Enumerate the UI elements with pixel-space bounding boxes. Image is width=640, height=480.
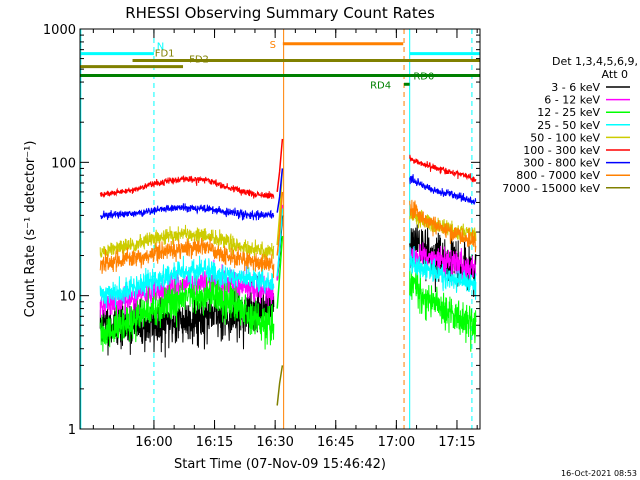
x-tick-label-2: 16:30 [256, 435, 293, 450]
flag-label-s: S [270, 40, 276, 51]
series-post-line-5 [409, 154, 477, 183]
series-spike-line-7 [276, 191, 284, 256]
series-spike-line-5 [276, 138, 284, 192]
legend-title-line-1: Det 1,3,4,5,6,9, [552, 55, 638, 68]
flag-label-n: N [157, 42, 164, 53]
series-7000-15000-kev [276, 365, 284, 406]
x-tick-label-1: 16:15 [196, 435, 233, 450]
legend-label-2: 12 - 25 keV [537, 106, 600, 119]
series-12-25-kev [99, 235, 477, 352]
axes: 1 10 100 1000 16:00 16:15 16:30 16:45 17:00 17:15 [43, 23, 480, 450]
series-pre-line-3 [99, 255, 275, 309]
series-pre-line-2 [99, 270, 275, 352]
y-tick-label-3: 1000 [43, 23, 76, 38]
legend-label-5: 100 - 300 keV [523, 144, 600, 157]
legend-label-3: 25 - 50 keV [537, 119, 600, 132]
series-post-line-2 [409, 266, 477, 352]
footer-date: 16-Oct-2021 08:53 [561, 469, 637, 478]
series-post-line-6 [409, 174, 477, 205]
series-pre-line-1 [99, 259, 275, 323]
x-tick-label-4: 17:00 [378, 435, 415, 450]
series-post-line-7 [409, 199, 477, 253]
flag-label-rd0: RD0 [413, 71, 434, 82]
x-tick-label-5: 17:15 [438, 435, 475, 450]
series-pre-line-7 [99, 236, 275, 278]
y-axis-label: Count Rate (s⁻¹ detector⁻¹) [23, 141, 38, 318]
time-markers [80, 29, 473, 429]
series-spike-line-6 [276, 168, 284, 213]
series-post-line-3 [409, 245, 477, 300]
legend-label-1: 6 - 12 keV [544, 94, 600, 107]
legend-label-8: 7000 - 15000 keV [502, 182, 600, 195]
series-pre-line-5 [99, 175, 275, 200]
series-800-7000-kev [99, 191, 477, 278]
y-tick-label-0: 1 [68, 423, 76, 438]
series-300-800-kev [99, 168, 477, 221]
data-series [99, 138, 477, 406]
legend-label-0: 3 - 6 keV [551, 81, 600, 94]
x-axis-label: Start Time (07-Nov-09 15:46:42) [174, 457, 386, 472]
x-tick-label-3: 16:45 [317, 435, 354, 450]
series-spike-line-8 [276, 365, 284, 406]
flag-label-rd4: RD4 [370, 80, 391, 91]
series-spike-line-3 [276, 208, 284, 277]
legend-label-6: 300 - 800 keV [523, 157, 600, 170]
flag-label-fd1: FD1 [155, 48, 175, 59]
legend-label-7: 800 - 7000 keV [516, 169, 600, 182]
legend-label-4: 50 - 100 keV [530, 131, 600, 144]
series-pre-line-4 [99, 224, 275, 260]
flag-label-fd2: FD2 [189, 55, 209, 66]
series-25-50-kev [99, 208, 477, 309]
series-pre-line-6 [99, 203, 275, 221]
legend-title-line-2: Att 0 [602, 68, 628, 81]
plot-frame [79, 28, 481, 430]
series-100-300-kev [99, 138, 477, 200]
chart-title: RHESSI Observing Summary Count Rates [125, 4, 435, 22]
x-tick-label-0: 16:00 [135, 435, 172, 450]
series-spike-line-2 [276, 235, 284, 309]
y-tick-label-2: 100 [51, 156, 76, 171]
y-tick-label-1: 10 [59, 290, 76, 305]
